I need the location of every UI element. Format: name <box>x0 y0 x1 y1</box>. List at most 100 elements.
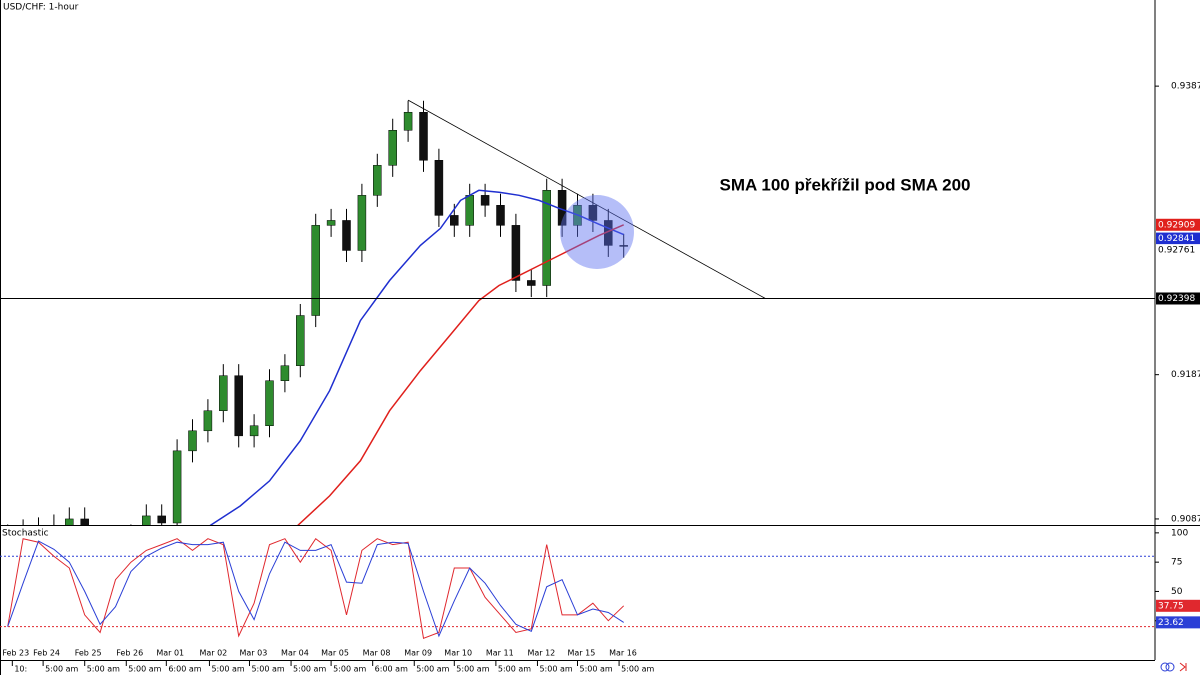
candle-body <box>388 130 397 166</box>
candle-body <box>219 375 228 411</box>
corner-icons <box>1160 662 1187 672</box>
x-time-label: 10: <box>14 665 27 674</box>
title-bg <box>1 1 67 13</box>
x-time-label: 5:00 am <box>498 665 531 674</box>
candle-body <box>249 425 259 437</box>
x-time-label: 5:00 am <box>621 665 654 674</box>
x-time-label: 5:00 am <box>87 665 120 674</box>
stochastic-line <box>7 537 625 639</box>
x-tick-label: Mar 11 <box>486 649 514 658</box>
sma-price-tag: 0.92909 <box>1158 220 1195 230</box>
x-tick-label: Feb 26 <box>116 649 143 658</box>
x-tick-label: Mar 15 <box>568 649 596 658</box>
candle-body <box>527 280 536 286</box>
sma-price-tag-bg <box>1156 218 1200 231</box>
candle-body <box>188 430 197 452</box>
candle-body <box>588 205 598 221</box>
x-time-label: 6:00 am <box>168 665 201 674</box>
candle-body <box>280 365 290 381</box>
trendline <box>407 99 766 299</box>
candle-body <box>326 220 336 226</box>
chart-title: USD/CHF: 1-hour <box>3 3 79 13</box>
x-tick-label: Mar 03 <box>239 649 267 658</box>
sma-price-tag-bg <box>1156 232 1200 245</box>
x-time-label: 5:00 am <box>211 665 244 674</box>
x-tick-label: Mar 09 <box>404 649 432 658</box>
x-time-label: 5:00 am <box>293 665 326 674</box>
x-time-label: 5:00 am <box>456 665 489 674</box>
icon <box>1179 662 1187 672</box>
support-price-tag: 0.92398 <box>1158 294 1195 304</box>
candle-body <box>342 220 351 251</box>
x-tick-label: Mar 02 <box>199 649 227 658</box>
last-price-tag-bg <box>1156 244 1200 257</box>
last-price-tag: 0.92761 <box>1158 246 1195 256</box>
y-tick-label: 100 <box>1171 528 1188 538</box>
candle-body <box>80 518 89 525</box>
x-tick-label: Feb 24 <box>33 649 60 658</box>
candle-body <box>265 380 274 426</box>
sma-price-tag: 0.92841 <box>1158 234 1195 244</box>
x-time-label: 5:00 am <box>580 665 613 674</box>
annotation: SMA 100 překřížil pod SMA 200 <box>720 175 971 194</box>
x-tick-label: Mar 12 <box>527 649 555 658</box>
candle-body <box>403 111 413 131</box>
candle-body <box>419 111 428 161</box>
candle-body <box>511 225 521 281</box>
y-tick-label: 50 <box>1171 587 1183 597</box>
y-tick-label: 75 <box>1171 558 1182 568</box>
indicator-tag: 37.75 <box>1158 601 1184 611</box>
stochastic-pane <box>0 537 1155 639</box>
x-tick-label: Mar 04 <box>281 649 309 658</box>
candle-body <box>450 215 459 226</box>
indicator-tag: 23.62 <box>1158 618 1184 628</box>
x-time-label: 5:00 am <box>45 665 78 674</box>
candle-body <box>311 225 320 316</box>
x-tick-label: Mar 10 <box>444 649 472 658</box>
icon <box>1160 662 1170 672</box>
candle-body <box>434 160 444 216</box>
candle-body <box>65 518 74 525</box>
candle-body <box>480 195 490 206</box>
candle-body <box>465 195 474 226</box>
candle-body <box>157 515 166 524</box>
support-price-tag-bg <box>1156 292 1200 305</box>
candle-body <box>234 375 243 437</box>
x-time-label: 5:00 am <box>128 665 161 674</box>
candle-body <box>142 515 151 525</box>
x-tick-label: Mar 05 <box>321 649 349 658</box>
x-time-label: 5:00 am <box>333 665 366 674</box>
candle-body <box>542 190 551 286</box>
x-tick-label: Feb 23 <box>2 649 29 658</box>
candle-body <box>172 450 182 524</box>
line-series <box>209 189 624 525</box>
indicator-title: Stochastic <box>2 529 49 539</box>
x-time-label: 6:00 am <box>375 665 408 674</box>
x-tick-label: Mar 16 <box>609 649 637 658</box>
x-tick-label: Mar 01 <box>156 649 184 658</box>
stochastic-line <box>7 540 624 638</box>
icon <box>1165 662 1175 672</box>
indicator-tag-bg <box>1156 616 1200 629</box>
x-time-label: 5:00 am <box>539 665 572 674</box>
indicator-tag-bg <box>1156 599 1200 612</box>
candle-body <box>496 205 505 226</box>
candle-body <box>203 410 213 432</box>
candle-body <box>373 165 382 196</box>
candle-body <box>296 315 305 366</box>
x-tick-label: Mar 08 <box>363 649 391 658</box>
line-series <box>297 224 624 525</box>
x-time-label: 5:00 am <box>416 665 449 674</box>
price-pane <box>0 99 1155 525</box>
highlight-circle <box>560 195 634 269</box>
x-tick-label: Feb 25 <box>75 649 102 658</box>
x-time-label: 5:00 am <box>251 665 284 674</box>
candle-body <box>357 195 367 251</box>
candle-body <box>619 245 628 247</box>
